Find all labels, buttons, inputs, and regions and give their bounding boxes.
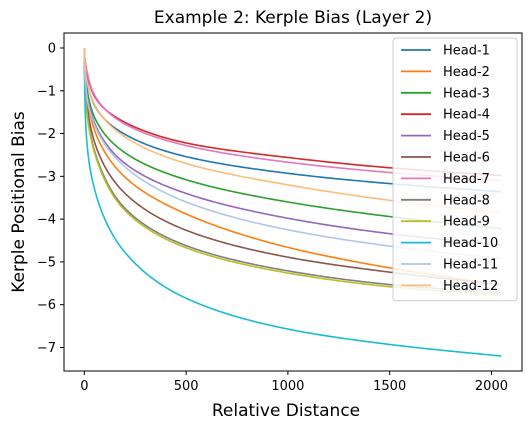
y-tick-label: −5: [37, 255, 56, 270]
y-tick-label: −2: [37, 127, 56, 142]
legend-label: Head-8: [443, 193, 490, 208]
y-tick-label: 0: [48, 41, 56, 56]
series-line-head-6: [83, 47, 502, 286]
series-line-head-9: [83, 47, 502, 297]
x-axis-label: Relative Distance: [212, 401, 360, 421]
legend-label: Head-11: [443, 258, 498, 273]
x-tick-label: 500: [174, 379, 199, 394]
x-tick-label: 1500: [373, 379, 406, 394]
x-axis: 0 500 1000 1500 2000: [80, 371, 508, 394]
legend: Head-1 Head-2 Head-3 Head-4 Head-5 Head-6 Head…: [392, 37, 518, 302]
series-line-head-2: [83, 47, 502, 286]
series-line-head-7: [83, 47, 502, 182]
legend-label: Head-2: [443, 65, 490, 80]
y-tick-label: −4: [37, 213, 56, 228]
y-axis: 0 −1 −2 −3 −4 −5 −6 −7: [37, 41, 64, 356]
series-line-head-10: [83, 47, 502, 357]
legend-label: Head-4: [443, 108, 490, 123]
legend-label: Head-7: [443, 172, 490, 187]
x-tick-label: 0: [80, 379, 88, 394]
legend-label: Head-6: [443, 151, 490, 166]
legend-label: Head-9: [443, 215, 490, 230]
legend-label: Head-3: [443, 86, 490, 101]
y-tick-label: −1: [37, 84, 56, 99]
y-tick-label: −7: [37, 341, 56, 356]
y-tick-label: −6: [37, 298, 56, 313]
y-tick-label: −3: [37, 170, 56, 185]
series-line-head-3: [83, 47, 502, 230]
y-axis-label: Kerple Positional Bias: [9, 111, 29, 293]
chart-title: Example 2: Kerple Bias (Layer 2): [154, 8, 432, 28]
plot-frame: [63, 32, 523, 372]
x-tick-label: 1000: [271, 379, 304, 394]
legend-label: Head-5: [443, 129, 490, 144]
legend-label: Head-10: [443, 236, 498, 251]
legend-label: Head-12: [443, 279, 498, 294]
series-layer: [83, 47, 502, 357]
series-line-head-11: [83, 47, 502, 260]
series-line-head-5: [83, 47, 502, 246]
series-line-head-12: [83, 47, 502, 214]
legend-label: Head-1: [443, 44, 490, 59]
legend-box: [392, 37, 518, 302]
x-tick-label: 2000: [475, 379, 508, 394]
